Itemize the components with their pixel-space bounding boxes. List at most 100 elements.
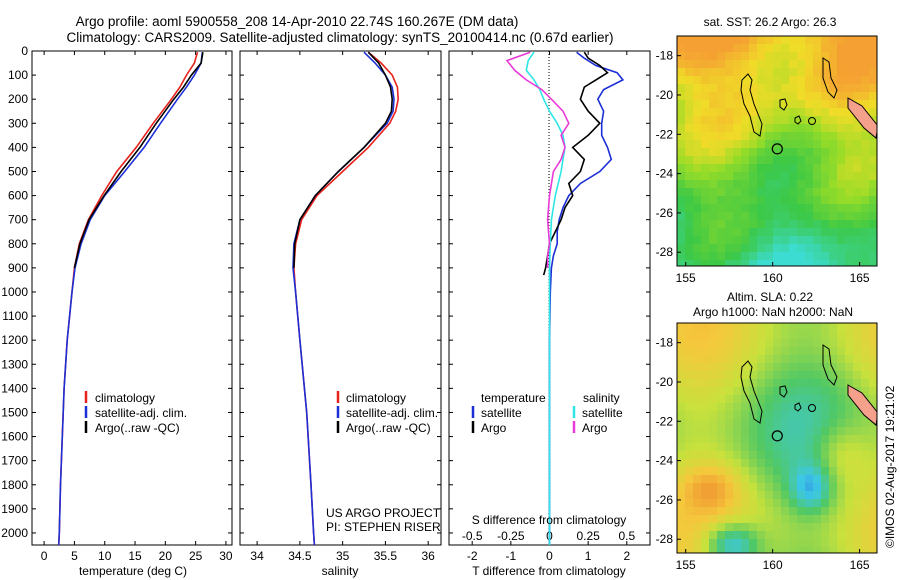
field-cell [685,387,694,396]
field-cell [749,180,758,189]
field-cell [789,491,798,500]
field-cell [717,339,726,348]
field-cell [837,515,846,524]
field-cell [725,204,734,213]
field-cell [805,212,814,221]
field-cell [685,355,694,364]
field-cell [733,116,742,125]
field-cell [749,44,758,53]
field-cell [781,411,790,420]
y-tick-label: 1900 [1,502,28,516]
field-cell [693,204,702,213]
field-cell [765,44,774,53]
field-cell [813,52,822,61]
field-cell [725,116,734,125]
field-cell [685,323,694,332]
field-cell [717,387,726,396]
field-cell [717,164,726,173]
field-cell [797,531,806,540]
field-cell [861,539,870,548]
field-cell [853,236,862,245]
field-cell [733,427,742,436]
field-cell [821,196,830,205]
field-cell [797,491,806,500]
field-cell [701,84,710,93]
coastline-island [794,402,802,412]
x-tick-label: 36 [421,549,435,563]
field-cell [805,539,814,548]
series-line-t-satellite [548,51,625,545]
field-cell [693,427,702,436]
field-cell [749,236,758,245]
field-cell [861,499,870,508]
field-cell [805,84,814,93]
field-cell [853,371,862,380]
sst-field [677,36,877,266]
y-tick-label: 1800 [1,478,28,492]
field-cell [781,76,790,85]
field-cell [853,228,862,237]
field-cell [781,539,790,548]
field-cell [789,108,798,117]
field-cell [789,188,798,197]
field-cell [781,467,790,476]
field-cell [717,347,726,356]
field-cell [805,403,814,412]
field-cell [829,483,838,492]
field-cell [837,363,846,372]
field-cell [693,260,702,266]
field-cell [861,148,870,157]
field-cell [829,196,838,205]
map-x-tick-label: 160 [763,271,783,285]
y-tick-label: 600 [8,189,28,203]
field-cell [765,427,774,436]
field-cell [861,228,870,237]
salinity-depth-ticks [240,50,441,534]
field-cell [829,331,838,340]
field-cell [749,347,758,356]
field-cell [781,475,790,484]
field-cell [741,427,750,436]
field-cell [813,100,822,109]
field-cell [829,44,838,53]
field-cell [677,403,686,412]
field-cell [805,132,814,141]
field-cell [741,172,750,181]
field-cell [725,451,734,460]
field-cell [829,531,838,540]
field-cell [757,499,766,508]
field-cell [725,395,734,404]
field-cell [741,323,750,332]
field-cell [685,164,694,173]
field-cell [789,339,798,348]
field-cell [829,132,838,141]
field-cell [733,148,742,157]
field-cell [821,371,830,380]
field-cell [773,84,782,93]
field-cell [709,68,718,77]
field-cell [797,76,806,85]
field-cell [869,547,877,553]
field-cell [749,531,758,540]
field-cell [837,220,846,229]
y-tick-label: 400 [8,140,28,154]
field-cell [685,172,694,181]
field-cell [741,124,750,133]
field-cell [845,331,854,340]
field-cell [869,347,877,356]
field-cell [869,507,877,516]
field-cell [813,108,822,117]
field-cell [861,331,870,340]
field-cell [685,156,694,165]
field-cell [837,260,846,266]
field-cell [805,36,814,45]
field-cell [869,180,877,189]
field-cell [837,531,846,540]
field-cell [821,76,830,85]
field-cell [797,459,806,468]
field-cell [765,547,774,553]
field-cell [725,419,734,428]
legend-label-t-argo: Argo [481,421,507,435]
field-cell [725,140,734,149]
field-cell [869,68,877,77]
